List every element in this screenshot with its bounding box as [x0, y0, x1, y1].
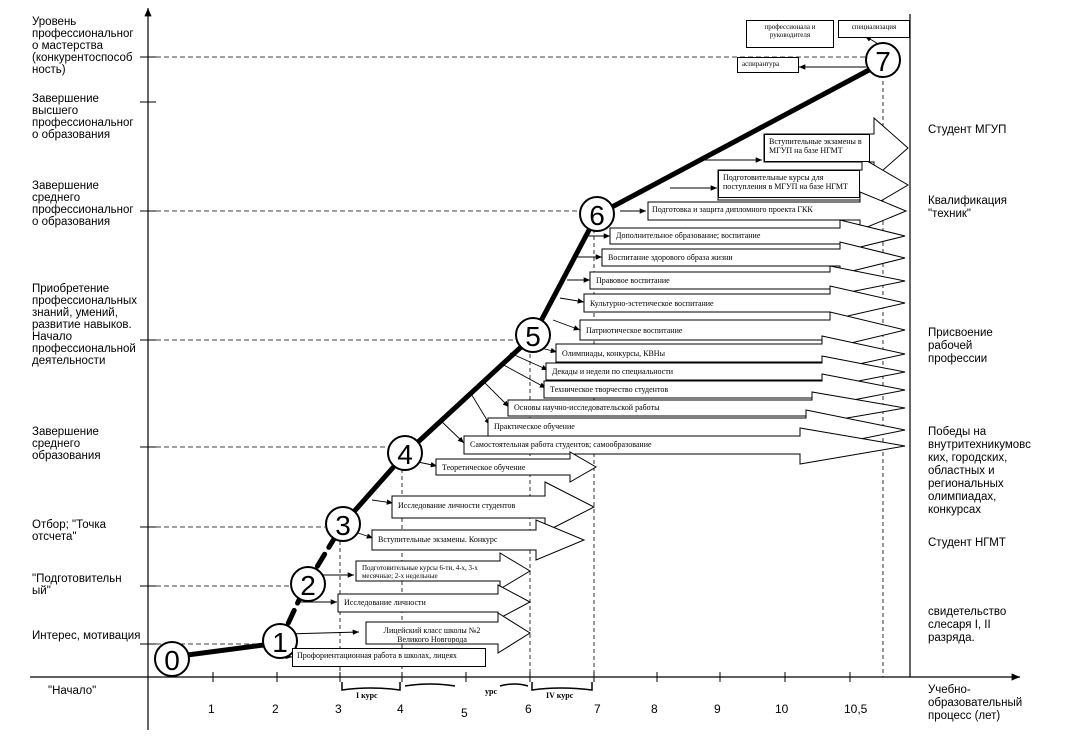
label-acquire: Приобретение профессиональных знаний, ум…: [32, 283, 138, 367]
arrow-culture: [583, 285, 906, 321]
tick-7: 7: [594, 702, 601, 716]
tick-5: 5: [461, 706, 468, 720]
arrow-decades: [545, 355, 906, 389]
label-interest: Интерес, мотивация: [32, 630, 141, 642]
arrow-theory: [435, 451, 598, 483]
node-3: 3: [325, 506, 361, 542]
label-secondary-prof: Завершение среднего профессиональног о о…: [32, 180, 134, 228]
box-patriotic: Патриотическое воспитание: [586, 326, 683, 335]
arrow-olympiads: [555, 335, 906, 373]
box-decades: Декады и недели по специальности: [552, 367, 674, 376]
axis-title: Учебно-образовательный процесс (лет): [928, 684, 1023, 722]
x-axis-ticks: [212, 672, 851, 682]
label-worker: Присвоение рабочей профессии: [928, 327, 993, 365]
arrow-prep-courses: [355, 552, 531, 590]
tick-2: 2: [272, 702, 279, 716]
box-prep-courses: Подготовительные курсы 6-ти, 4-х, 3-х ме…: [362, 564, 478, 580]
arrow-selfwork: [463, 427, 906, 465]
tick-8: 8: [651, 702, 658, 716]
tick-3: 3: [335, 702, 342, 716]
tick-6: 6: [525, 702, 532, 716]
label-selection: Отбор; "Точка отсчета": [32, 519, 107, 543]
node-4: 4: [387, 435, 423, 471]
tick-10-5: 10,5: [844, 702, 868, 716]
box-olympiads: Олимпиады, конкурсы, КВНы: [562, 349, 665, 358]
box-specialization: специализация: [838, 20, 910, 38]
box-practical: Практическое обучение: [494, 422, 575, 431]
arrow-additional: [609, 219, 906, 253]
box-technical: Техническое творчество студентов: [550, 385, 669, 394]
label-preparatory: "Подготовительн ый": [32, 573, 122, 597]
label-victories: Победы на внутритехникумовс ких, городск…: [928, 426, 1031, 516]
tick-4: 4: [397, 702, 404, 716]
node-6: 6: [579, 196, 615, 232]
node-0: 0: [154, 641, 190, 677]
label-student-ngmt: Студент НГМТ: [928, 537, 1006, 549]
arrow-legal: [589, 265, 906, 297]
arrow-entrance-exams: [371, 519, 586, 561]
box-entrance-mgup: Вступительные экзамены в МГУП на базе НГ…: [764, 134, 870, 162]
box-personality-students: Исследование личности студентов: [398, 501, 516, 510]
node-1: 1: [262, 623, 298, 659]
label-secondary: Завершение среднего образования: [32, 426, 101, 462]
label-certificate: свидетельство слесаря I, II разряда.: [928, 606, 1007, 644]
arrow-lyceum: [365, 612, 531, 654]
node-5: 5: [515, 317, 551, 353]
box-lyceum: Лицейский класс школы №2 Великого Новгор…: [383, 626, 481, 643]
box-additional: Дополнительное образование; воспитание: [616, 231, 761, 240]
node-2: 2: [290, 566, 326, 602]
box-profor: Профориентационная работа в школах, лице…: [292, 648, 486, 667]
box-research: Основы научно-исследовательской работы: [514, 403, 660, 412]
course-3: урс: [485, 687, 497, 696]
label-start: "Начало": [48, 685, 97, 697]
arrow-personality: [337, 584, 532, 620]
box-legal: Правовое воспитание: [596, 276, 670, 285]
box-culture: Культурно-эстетическое воспитание: [590, 299, 714, 308]
course-1: I курс: [356, 691, 378, 700]
arrow-health: [601, 241, 906, 275]
course-4: IV курс: [546, 691, 574, 700]
large-arrows: [337, 116, 909, 654]
box-entrance-exams: Вступительные экзамены. Конкурс: [378, 535, 498, 544]
box-personality: Исследование личности: [344, 598, 426, 607]
tick-1: 1: [208, 702, 215, 716]
node-7: 7: [865, 42, 901, 78]
label-qualification: Квалификация "техник": [928, 195, 1008, 220]
course-brackets: [341, 682, 593, 691]
label-student-mgup: Студент МГУП: [928, 124, 1007, 136]
arrow-diploma: [647, 191, 908, 231]
box-diploma: Подготовка и защита дипломного проекта Г…: [652, 205, 813, 214]
box-health: Воспитание здорового образа жизни: [608, 253, 733, 262]
tick-9: 9: [714, 702, 721, 716]
label-higher: Завершение высшего профессиональног о об…: [32, 93, 134, 141]
arrow-personality-students: [391, 481, 596, 533]
box-prof-leader: профессионала и руководителя: [746, 20, 834, 48]
box-selfwork: Самостоятельная работа студентов; самооб…: [470, 440, 652, 449]
tick-10: 10: [775, 702, 789, 716]
label-mastery: Уровень профессиональног о мастерства (к…: [32, 16, 134, 76]
box-prep-mgup: Подготовительные курсы для поступления в…: [718, 170, 860, 198]
box-aspirantura: аспирантура: [737, 57, 799, 73]
box-theory: Теоретическое обучение: [442, 463, 526, 472]
